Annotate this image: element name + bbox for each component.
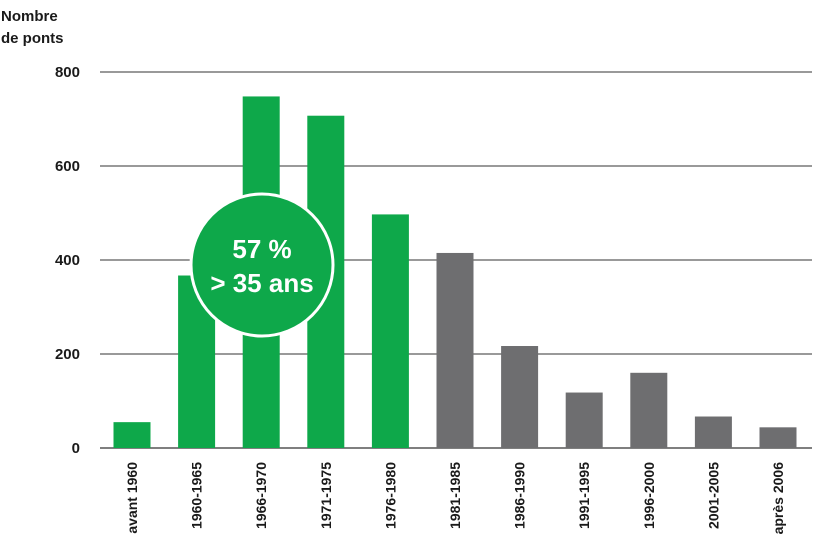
bar-1976-1980 [371, 214, 409, 448]
bar-1996-2000 [630, 372, 668, 448]
y-axis-label-line-1: Nombre [1, 8, 58, 25]
x-tick-label: 1981-1985 [447, 462, 463, 529]
x-tick-label: 1986-1990 [512, 462, 528, 529]
y-tick-labels: 0 200 400 600 800 [55, 64, 80, 457]
annotation-age: > 35 ans [210, 268, 313, 298]
y-axis-label-line-2: de ponts [1, 30, 64, 47]
y-tick-label: 400 [55, 252, 80, 269]
x-tick-label: avant 1960 [124, 462, 140, 534]
x-tick-label: 1971-1975 [318, 462, 334, 529]
bar-1986-1990 [501, 346, 539, 448]
bar-1981-1985 [436, 252, 474, 448]
x-tick-label: après 2006 [770, 462, 786, 535]
y-tick-label: 0 [72, 440, 80, 457]
x-tick-labels: avant 1960 1960-1965 1966-1970 1971-1975 197… [124, 462, 786, 535]
x-tick-label: 1966-1970 [253, 462, 269, 529]
annotation-percent: 57 % [232, 234, 291, 264]
x-tick-label: 1960-1965 [189, 462, 205, 529]
bar-après 2006 [759, 427, 797, 448]
x-tick-label: 1996-2000 [641, 462, 657, 529]
y-tick-label: 600 [55, 158, 80, 175]
x-tick-label: 1976-1980 [382, 462, 398, 529]
age-annotation: 57 % > 35 ans [189, 192, 335, 338]
x-tick-label: 2001-2005 [705, 462, 721, 529]
bar-1991-1995 [565, 392, 603, 448]
x-tick-label: 1991-1995 [576, 462, 592, 529]
bar-avant 1960 [113, 422, 151, 448]
y-tick-label: 200 [55, 346, 80, 363]
y-tick-label: 800 [55, 64, 80, 81]
annotation-circle [189, 192, 335, 338]
bar-2001-2005 [694, 416, 732, 448]
